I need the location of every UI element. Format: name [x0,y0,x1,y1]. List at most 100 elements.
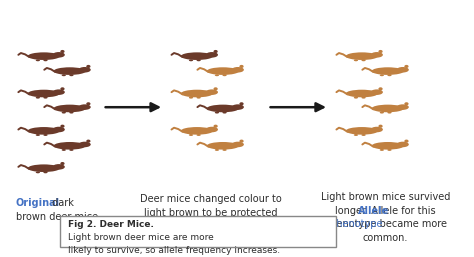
Ellipse shape [371,52,383,58]
Text: Deer mice changed colour to: Deer mice changed colour to [140,194,282,204]
Ellipse shape [213,87,218,90]
Ellipse shape [62,112,66,114]
Text: phenotype became more: phenotype became more [324,219,447,229]
Ellipse shape [197,134,201,136]
Ellipse shape [206,89,218,95]
Ellipse shape [197,97,201,99]
Text: from predators.: from predators. [173,222,249,232]
Ellipse shape [36,59,40,61]
Ellipse shape [44,59,47,61]
Ellipse shape [378,87,383,90]
Ellipse shape [60,162,64,165]
Ellipse shape [54,67,86,75]
Ellipse shape [239,102,244,105]
Ellipse shape [232,142,244,147]
Ellipse shape [53,127,65,132]
Ellipse shape [378,125,383,128]
Text: Light brown deer mice are more: Light brown deer mice are more [68,233,214,242]
Ellipse shape [206,127,218,132]
Ellipse shape [36,97,40,99]
Ellipse shape [378,50,383,53]
Ellipse shape [215,112,219,114]
Ellipse shape [354,134,358,136]
Ellipse shape [69,74,73,76]
Ellipse shape [354,59,358,61]
Ellipse shape [189,97,193,99]
Ellipse shape [181,90,213,97]
Text: Original: Original [16,198,60,208]
Ellipse shape [397,104,409,110]
Ellipse shape [181,52,213,60]
Ellipse shape [36,134,40,136]
Ellipse shape [189,134,193,136]
Ellipse shape [86,140,91,143]
Ellipse shape [222,74,227,76]
Ellipse shape [371,127,383,132]
Text: likely to survive, so allele frequency increases.: likely to survive, so allele frequency i… [68,246,281,255]
Ellipse shape [354,97,358,99]
Ellipse shape [397,142,409,147]
Text: longer. Allele for this: longer. Allele for this [335,206,436,216]
Ellipse shape [86,102,91,105]
Ellipse shape [215,149,219,151]
Text: Allele: Allele [358,206,389,216]
Ellipse shape [404,65,409,68]
Ellipse shape [62,149,66,151]
Ellipse shape [362,97,365,99]
Ellipse shape [380,149,384,151]
Text: light brown to be protected: light brown to be protected [144,208,278,218]
Ellipse shape [44,97,47,99]
Ellipse shape [79,104,91,110]
Ellipse shape [239,65,244,68]
Ellipse shape [62,74,66,76]
Ellipse shape [213,125,218,128]
Ellipse shape [222,112,227,114]
Ellipse shape [60,50,64,53]
Ellipse shape [36,171,40,173]
Ellipse shape [213,50,218,53]
Ellipse shape [79,67,91,72]
Ellipse shape [362,59,365,61]
Ellipse shape [79,142,91,147]
Text: dark: dark [49,198,74,208]
Ellipse shape [404,102,409,105]
Ellipse shape [397,67,409,72]
Ellipse shape [53,164,65,170]
Text: predators.: predators. [201,222,251,232]
Text: Light brown mice survived: Light brown mice survived [321,192,450,202]
Ellipse shape [232,104,244,110]
Ellipse shape [387,74,392,76]
Ellipse shape [346,90,378,97]
Ellipse shape [207,67,239,75]
Ellipse shape [372,67,404,75]
Ellipse shape [387,149,392,151]
Ellipse shape [239,140,244,143]
Ellipse shape [54,105,86,112]
Ellipse shape [44,171,47,173]
Ellipse shape [181,127,213,135]
Ellipse shape [206,52,218,58]
Text: common.: common. [363,233,408,243]
Ellipse shape [346,52,378,60]
Ellipse shape [387,112,392,114]
Ellipse shape [222,149,227,151]
Ellipse shape [86,65,91,68]
Ellipse shape [44,134,47,136]
Ellipse shape [404,140,409,143]
Ellipse shape [69,149,73,151]
Ellipse shape [232,67,244,72]
Ellipse shape [53,52,65,58]
Ellipse shape [372,105,404,112]
Ellipse shape [54,142,86,150]
FancyBboxPatch shape [60,216,336,247]
Ellipse shape [53,89,65,95]
Ellipse shape [362,134,365,136]
Ellipse shape [380,112,384,114]
Ellipse shape [380,74,384,76]
Ellipse shape [60,125,64,128]
Ellipse shape [197,59,201,61]
Ellipse shape [207,105,239,112]
Text: Fig 2. Deer Mice.: Fig 2. Deer Mice. [68,220,154,229]
Ellipse shape [69,112,73,114]
Ellipse shape [27,90,60,97]
